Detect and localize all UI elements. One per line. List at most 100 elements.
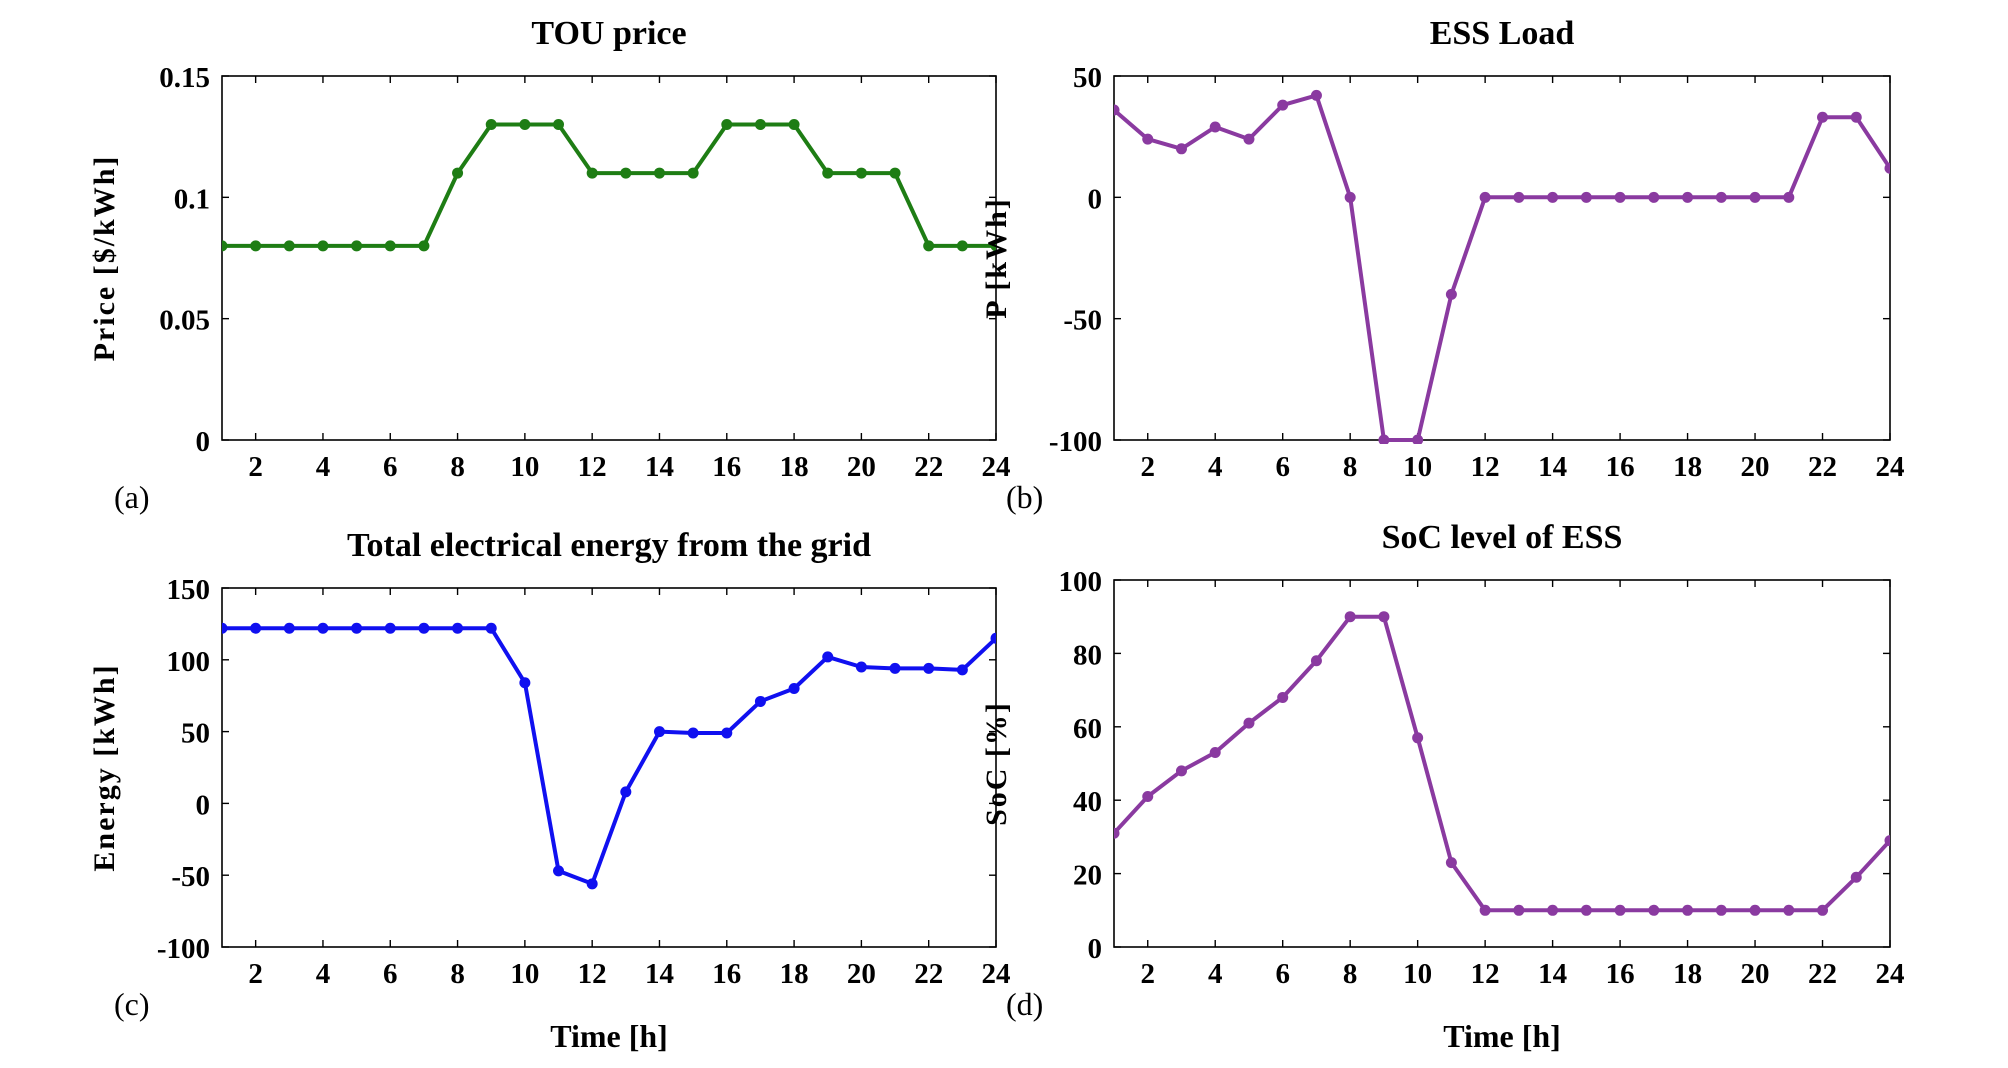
x-tick-label: 16 — [712, 451, 741, 483]
chart-a-data-point — [317, 240, 329, 252]
chart-a-panel-label: (a) — [114, 479, 150, 515]
x-tick-label: 24 — [982, 958, 1011, 990]
y-tick-label: 80 — [1073, 639, 1102, 671]
x-tick-label: 18 — [780, 958, 809, 990]
x-tick-label: 14 — [645, 958, 674, 990]
chart-b-data-point — [1175, 143, 1187, 155]
y-tick-label: -100 — [157, 933, 210, 965]
chart-d-data-point — [1344, 611, 1356, 623]
y-tick-label: -100 — [1049, 426, 1102, 458]
x-tick-label: 10 — [1403, 451, 1432, 483]
x-tick-label: 6 — [383, 958, 398, 990]
chart-b-frame — [1113, 75, 1891, 441]
x-tick-label: 24 — [982, 451, 1011, 483]
chart-a-data-point — [956, 240, 968, 252]
chart-a-data-point — [485, 119, 497, 131]
chart-d-ylabel: SoC [%] — [980, 701, 1013, 826]
x-tick-label: 2 — [248, 958, 263, 990]
x-tick-label: 6 — [1275, 958, 1290, 990]
chart-d-data-point — [1175, 765, 1187, 777]
chart-b-data-point — [1817, 111, 1829, 123]
chart-d-frame — [1113, 579, 1891, 948]
chart-a-data-point — [889, 167, 901, 179]
chart-c-data-point — [452, 622, 464, 634]
chart-b-data-point — [1783, 191, 1795, 203]
y-tick-label: 50 — [181, 718, 210, 750]
x-tick-label: 24 — [1876, 958, 1905, 990]
chart-c-data-point — [889, 662, 901, 674]
x-tick-label: 20 — [847, 451, 876, 483]
chart-c-data-point — [351, 622, 363, 634]
chart-b-panel-label: (b) — [1006, 479, 1043, 515]
chart-c-data-point — [283, 622, 295, 634]
chart-b-data-point — [1580, 191, 1592, 203]
y-tick-label: 0 — [196, 426, 211, 458]
chart-d-data-point — [1142, 791, 1154, 803]
x-tick-label: 8 — [450, 958, 465, 990]
chart-a-data-point — [620, 167, 632, 179]
chart-c-data-point — [553, 865, 565, 877]
chart-c-data-point — [687, 727, 699, 739]
chart-c-ylabel: Energy [kWh] — [88, 663, 121, 871]
chart-d-data-point — [1850, 871, 1862, 883]
y-tick-label: 0.1 — [174, 183, 210, 215]
x-tick-label: 18 — [1673, 451, 1702, 483]
y-tick-label: 0.05 — [159, 305, 210, 337]
y-tick-label: -50 — [171, 861, 210, 893]
chart-c-data-point — [923, 662, 935, 674]
chart-c-data-point — [855, 661, 867, 673]
x-tick-label: 6 — [383, 451, 398, 483]
chart-a-data-point — [250, 240, 262, 252]
chart-c-data-point — [222, 622, 228, 634]
chart-c-frame — [221, 587, 997, 948]
chart-b-data-point — [1850, 111, 1862, 123]
x-tick-label: 4 — [1208, 451, 1223, 483]
chart-a-data-point — [653, 167, 665, 179]
chart-c-panel-label: (c) — [114, 986, 150, 1022]
chart-d-panel-label: (d) — [1006, 986, 1043, 1022]
chart-c: Total electrical energy from the grid 2 4 6… — [88, 527, 1011, 1054]
x-tick-label: 2 — [1140, 451, 1155, 483]
chart-a-data-point — [418, 240, 430, 252]
chart-c-title: Total electrical energy from the grid — [347, 527, 871, 564]
chart-b-data-point — [1648, 191, 1660, 203]
chart-b-data-point — [1114, 104, 1120, 116]
chart-a-data-point — [721, 119, 733, 131]
chart-d-data-point — [1277, 691, 1289, 703]
chart-b-data-point — [1310, 89, 1322, 101]
chart-b-ylabel: P [kWh] — [980, 197, 1013, 319]
chart-b-data-point — [1682, 191, 1694, 203]
chart-b-data-point — [1513, 191, 1525, 203]
x-tick-label: 22 — [1808, 451, 1837, 483]
x-tick-label: 4 — [316, 451, 331, 483]
chart-a-data-point — [923, 240, 935, 252]
chart-d-data-point — [1682, 904, 1694, 916]
x-tick-label: 8 — [1343, 451, 1358, 483]
chart-a-data-point — [990, 240, 996, 252]
chart-d-data-point — [1479, 904, 1491, 916]
chart-d-data-point — [1513, 904, 1525, 916]
x-tick-label: 20 — [847, 958, 876, 990]
chart-c-data-point — [788, 683, 800, 695]
chart-b-data-point — [1209, 121, 1221, 133]
chart-c-data-point — [653, 726, 665, 738]
chart-b-data-point — [1479, 191, 1491, 203]
chart-b-title: ESS Load — [1430, 15, 1575, 52]
chart-a-data-point — [754, 119, 766, 131]
chart-a-data-point — [384, 240, 396, 252]
x-tick-label: 20 — [1741, 451, 1770, 483]
y-tick-label: 100 — [167, 646, 211, 678]
chart-b-data-point — [1547, 191, 1559, 203]
chart-c-data-point — [586, 878, 598, 890]
chart-d-data-point — [1817, 904, 1829, 916]
chart-d-data-point — [1614, 904, 1626, 916]
chart-c-data-point — [485, 622, 497, 634]
chart-d-data-point — [1749, 904, 1761, 916]
chart-a-data-point — [553, 119, 565, 131]
chart-b-data-point — [1614, 191, 1626, 203]
chart-c-data-point — [317, 622, 329, 634]
chart-d-data-point — [1715, 904, 1727, 916]
chart-a-data-point — [283, 240, 295, 252]
x-tick-label: 12 — [1471, 958, 1500, 990]
